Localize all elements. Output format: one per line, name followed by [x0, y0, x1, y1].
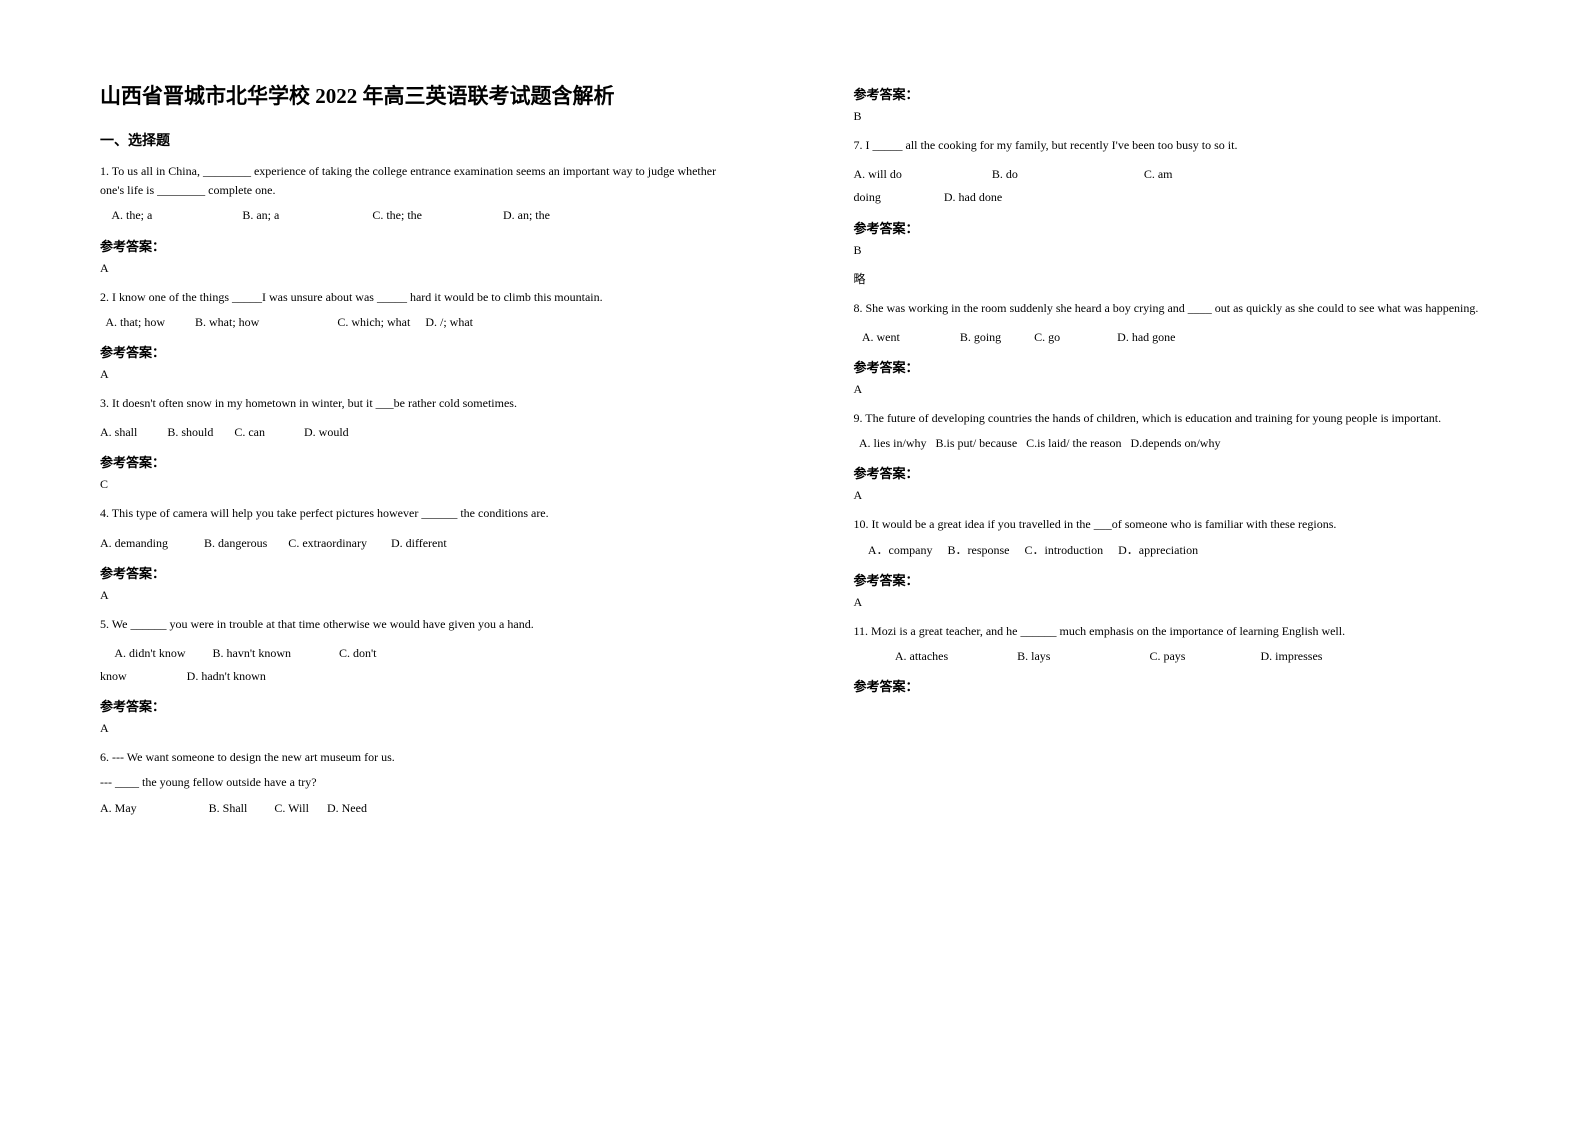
answer-label: 参考答案：: [100, 452, 734, 471]
question-10-text: 10. It would be a great idea if you trav…: [854, 515, 1488, 534]
question-5-text: 5. We ______ you were in trouble at that…: [100, 615, 734, 634]
question-7-options-2: doing D. had done: [854, 188, 1488, 207]
question-3-options: A. shall B. should C. can D. would: [100, 423, 734, 442]
question-9-answer: A: [854, 488, 1488, 503]
question-8-options: A. went B. going C. go D. had gone: [854, 328, 1488, 347]
question-5-options-2: know D. hadn't known: [100, 667, 734, 686]
question-2-options: A. that; how B. what; how C. which; what…: [100, 313, 734, 332]
answer-label: 参考答案：: [854, 218, 1488, 237]
question-5-answer: A: [100, 721, 734, 736]
question-7-options-1: A. will do B. do C. am: [854, 165, 1488, 184]
question-5-options-1: A. didn't know B. havn't known C. don't: [100, 644, 734, 663]
question-7-answer: B: [854, 243, 1488, 258]
answer-label: 参考答案：: [100, 563, 734, 582]
question-3-answer: C: [100, 477, 734, 492]
answer-label: 参考答案：: [854, 463, 1488, 482]
question-4-options: A. demanding B. dangerous C. extraordina…: [100, 534, 734, 553]
question-10-options: A．company B．response C．introduction D．ap…: [854, 541, 1488, 560]
question-1-text: 1. To us all in China, ________ experien…: [100, 162, 734, 200]
answer-label: 参考答案：: [854, 570, 1488, 589]
section-heading: 一、选择题: [100, 130, 734, 150]
right-column: 参考答案： B 7. I _____ all the cooking for m…: [794, 0, 1587, 1122]
question-10-answer: A: [854, 595, 1488, 610]
question-8-answer: A: [854, 382, 1488, 397]
question-7-text: 7. I _____ all the cooking for my family…: [854, 136, 1488, 155]
question-8-text: 8. She was working in the room suddenly …: [854, 299, 1488, 318]
answer-label: 参考答案：: [854, 357, 1488, 376]
question-11-text: 11. Mozi is a great teacher, and he ____…: [854, 622, 1488, 641]
question-6-text-1: 6. --- We want someone to design the new…: [100, 748, 734, 767]
question-6-options: A. May B. Shall C. Will D. Need: [100, 799, 734, 818]
answer-label: 参考答案：: [854, 84, 1488, 103]
answer-label: 参考答案：: [100, 342, 734, 361]
question-9-text: 9. The future of developing countries th…: [854, 409, 1488, 428]
question-4-answer: A: [100, 588, 734, 603]
page-title: 山西省晋城市北华学校 2022 年高三英语联考试题含解析: [100, 80, 734, 110]
question-11-options: A. attaches B. lays C. pays D. impresses: [854, 647, 1488, 666]
answer-top: B: [854, 109, 1488, 124]
question-7-note: 略: [854, 270, 1488, 287]
answer-label: 参考答案：: [854, 676, 1488, 695]
answer-label: 参考答案：: [100, 696, 734, 715]
question-1-options: A. the; a B. an; a C. the; the D. an; th…: [100, 206, 734, 225]
question-1-answer: A: [100, 261, 734, 276]
question-2-answer: A: [100, 367, 734, 382]
question-9-options: A. lies in/why B.is put/ because C.is la…: [854, 434, 1488, 453]
question-6-text-2: --- ____ the young fellow outside have a…: [100, 773, 734, 792]
question-2-text: 2. I know one of the things _____I was u…: [100, 288, 734, 307]
left-column: 山西省晋城市北华学校 2022 年高三英语联考试题含解析 一、选择题 1. To…: [0, 0, 794, 1122]
answer-label: 参考答案：: [100, 236, 734, 255]
question-3-text: 3. It doesn't often snow in my hometown …: [100, 394, 734, 413]
question-4-text: 4. This type of camera will help you tak…: [100, 504, 734, 523]
